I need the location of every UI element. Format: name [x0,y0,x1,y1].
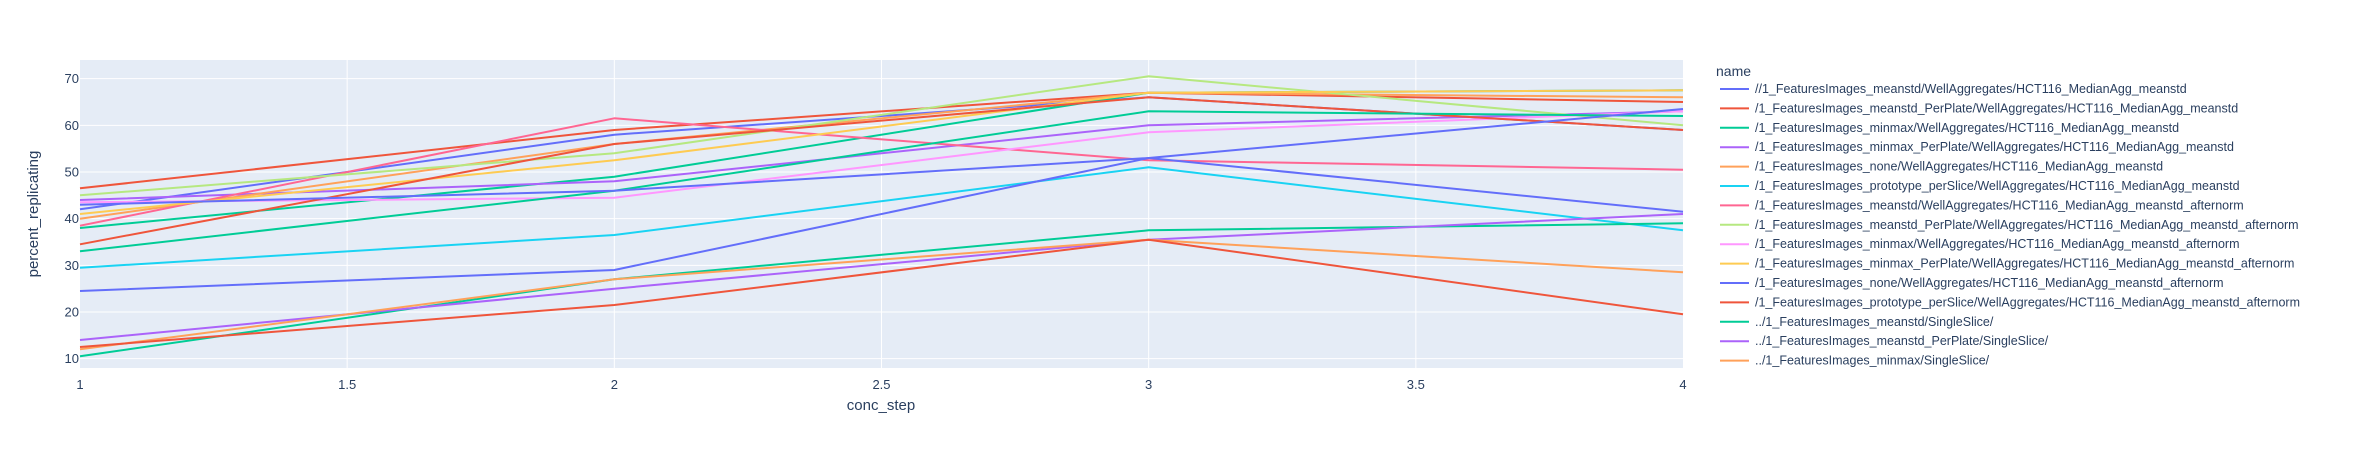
y-tick-label: 50 [65,165,79,180]
legend-item[interactable]: /1_FeaturesImages_prototype_perSlice/Wel… [1720,295,2300,309]
series-line [79,110,1684,253]
y-tick-label: 60 [65,118,79,133]
legend-item[interactable]: /1_FeaturesImages_meanstd_PerPlate/WellA… [1720,101,2238,115]
legend-item[interactable]: ../1_FeaturesImages_meanstd/SingleSlice/ [1720,315,1994,329]
legend-label: /1_FeaturesImages_meanstd_PerPlate/WellA… [1755,101,2238,115]
legend-item[interactable]: /1_FeaturesImages_none/WellAggregates/HC… [1720,160,2163,174]
legend-label: /1_FeaturesImages_prototype_perSlice/Wel… [1755,179,2240,193]
legend-item[interactable]: /1_FeaturesImages_minmax_PerPlate/WellAg… [1720,257,2294,271]
series-line [79,91,1684,190]
x-axis-ticks: 1 1.5 2 2.5 3 3.5 4 [76,377,1686,392]
legend-item[interactable]: ../1_FeaturesImages_meanstd_PerPlate/Sin… [1720,334,2049,348]
legend: name //1_FeaturesImages_meanstd/WellAggr… [1716,63,2300,368]
legend-items: //1_FeaturesImages_meanstd/WellAggregate… [1720,82,2300,368]
legend-label: ../1_FeaturesImages_meanstd_PerPlate/Sin… [1755,334,2049,348]
legend-label: /1_FeaturesImages_none/WellAggregates/HC… [1755,276,2224,290]
y-axis-title: percent_replicating [25,151,42,278]
series-line [79,75,1684,197]
series-line [79,91,1684,220]
y-tick-label: 30 [65,258,79,273]
legend-label: /1_FeaturesImages_none/WellAggregates/HC… [1755,160,2163,174]
legend-label: /1_FeaturesImages_meanstd_PerPlate/WellA… [1755,218,2299,232]
legend-label: //1_FeaturesImages_meanstd/WellAggregate… [1755,82,2187,96]
legend-item[interactable]: /1_FeaturesImages_minmax/WellAggregates/… [1720,237,2240,251]
legend-label: /1_FeaturesImages_minmax/WellAggregates/… [1755,237,2240,251]
series-line [79,110,1684,201]
x-tick-label: 2 [611,377,618,392]
x-tick-label: 1.5 [338,377,356,392]
legend-item[interactable]: ../1_FeaturesImages_minmax/SingleSlice/ [1720,354,1990,368]
x-tick-label: 2.5 [872,377,890,392]
x-axis-title: conc_step [847,397,915,414]
series-line [79,117,1684,227]
y-tick-label: 40 [65,211,79,226]
y-axis-ticks: 10 20 30 40 50 60 70 [65,71,79,366]
x-tick-label: 3.5 [1407,377,1425,392]
legend-label: /1_FeaturesImages_minmax/WellAggregates/… [1755,121,2179,135]
legend-label: /1_FeaturesImages_prototype_perSlice/Wel… [1755,295,2300,309]
legend-label: ../1_FeaturesImages_meanstd/SingleSlice/ [1755,315,1994,329]
legend-label: /1_FeaturesImages_minmax_PerPlate/WellAg… [1755,140,2234,154]
series-line [79,166,1684,269]
legend-item[interactable]: /1_FeaturesImages_none/WellAggregates/HC… [1720,276,2224,290]
series-line [79,157,1684,292]
series-lines [79,75,1684,358]
legend-label: /1_FeaturesImages_minmax_PerPlate/WellAg… [1755,257,2294,271]
legend-item[interactable]: /1_FeaturesImages_minmax/WellAggregates/… [1720,121,2179,135]
series-line [79,238,1684,351]
series-line [79,110,1684,204]
legend-label: ../1_FeaturesImages_minmax/SingleSlice/ [1755,354,1990,368]
legend-label: /1_FeaturesImages_meanstd/WellAggregates… [1755,198,2244,212]
x-tick-label: 3 [1145,377,1152,392]
legend-item[interactable]: /1_FeaturesImages_meanstd/WellAggregates… [1720,198,2244,212]
legend-title: name [1716,63,1751,79]
legend-item[interactable]: //1_FeaturesImages_meanstd/WellAggregate… [1720,82,2187,96]
legend-item[interactable]: /1_FeaturesImages_meanstd_PerPlate/WellA… [1720,218,2299,232]
legend-item[interactable]: /1_FeaturesImages_prototype_perSlice/Wel… [1720,179,2240,193]
legend-item[interactable]: /1_FeaturesImages_minmax_PerPlate/WellAg… [1720,140,2234,154]
series-line [79,108,1684,206]
series-line [79,89,1684,215]
x-tick-label: 4 [1679,377,1686,392]
y-tick-label: 70 [65,71,79,86]
series-line [79,238,1684,348]
x-tick-label: 1 [76,377,83,392]
y-tick-label: 10 [65,351,79,366]
y-tick-label: 20 [65,305,79,320]
